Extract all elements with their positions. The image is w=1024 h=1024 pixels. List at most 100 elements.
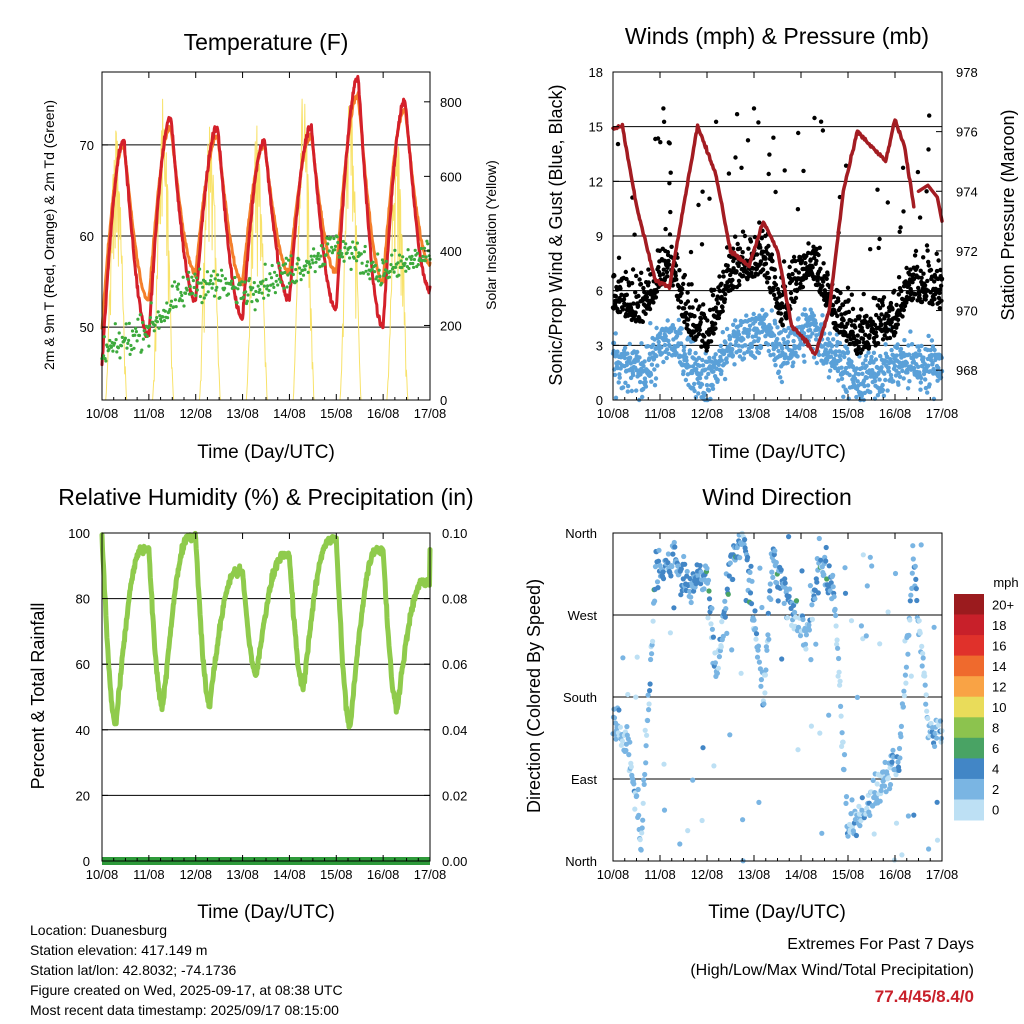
wind-speed-point <box>770 343 776 348</box>
dewpoint-point <box>408 261 413 266</box>
dewpoint-point <box>176 287 180 291</box>
temperature-ylabel-right: Solar Insolation (Yellow) <box>483 160 499 310</box>
wind-speed-point <box>635 349 640 355</box>
wind-gust-point <box>867 333 872 338</box>
dewpoint-point <box>108 338 112 343</box>
wind-direction-point <box>909 570 915 576</box>
dewpoint-point <box>251 286 255 290</box>
dewpoint-point <box>102 354 106 358</box>
dewpoint-point <box>380 281 384 285</box>
temperature-xtick-label: 13/08 <box>226 406 259 421</box>
wind-gust-point <box>874 333 879 339</box>
wind-speed-point <box>868 389 873 395</box>
wind-gust-point <box>763 256 768 261</box>
wind-speed-point <box>905 386 911 391</box>
wind-speed-point <box>690 370 695 376</box>
wind-gust-point <box>895 322 900 327</box>
wind-direction-point <box>649 651 655 657</box>
wind-direction-point <box>749 578 755 584</box>
dewpoint-point <box>399 259 403 263</box>
dewpoint-point <box>155 320 159 324</box>
dewpoint-point <box>192 285 196 290</box>
wind-speed-point <box>692 381 697 387</box>
wind-gust-point <box>757 220 762 225</box>
dewpoint-point <box>137 333 142 338</box>
wind-direction-point <box>830 584 836 590</box>
wind-gust-point <box>793 295 799 301</box>
wind-direction-point <box>687 588 693 595</box>
winds-y2tick-label: 976 <box>956 125 978 140</box>
dewpoint-point <box>393 248 397 252</box>
winds-ytick-label: 18 <box>589 65 603 80</box>
wind-gust-point <box>644 294 649 300</box>
dewpoint-point <box>169 299 174 303</box>
wind-gust-point <box>712 287 717 293</box>
wind-direction-point <box>701 586 707 592</box>
wind-speed-point <box>652 367 657 372</box>
wind-direction-point <box>726 573 732 579</box>
wind-speed-point <box>744 313 749 318</box>
dewpoint-point <box>208 282 212 286</box>
wind-direction-point <box>767 581 773 587</box>
wind-gust-point <box>815 278 820 283</box>
temperature-y2tick-label: 200 <box>440 318 462 333</box>
wind-speed-point <box>888 372 894 378</box>
wind-speed-point <box>917 348 922 353</box>
dewpoint-point <box>204 293 208 297</box>
dewpoint-point <box>278 266 282 270</box>
dewpoint-point <box>201 285 205 289</box>
wind-direction-point <box>752 608 758 614</box>
winds-y2tick-label: 974 <box>956 184 978 199</box>
wind-speed-point <box>622 345 628 351</box>
winds-xtick-label: 13/08 <box>738 406 771 421</box>
wind-direction-point <box>841 767 847 773</box>
wind-speed-point <box>749 350 754 355</box>
wind-gust-point <box>904 265 909 271</box>
dewpoint-point <box>263 262 267 266</box>
wind-speed-point <box>736 332 742 337</box>
wind-speed-point <box>683 377 689 383</box>
wind-direction-point <box>655 585 661 591</box>
wind-gust-point <box>917 215 923 220</box>
wind-speed-point <box>845 349 851 355</box>
wind-direction-point <box>795 747 801 753</box>
wind-direction-point <box>667 630 674 636</box>
wind-direction-point <box>644 732 650 738</box>
wind-gust-point <box>937 287 943 292</box>
dewpoint-point <box>394 265 398 269</box>
wind-speed-point <box>880 387 886 393</box>
dewpoint-point <box>326 242 330 246</box>
dewpoint-point <box>319 244 323 248</box>
wind-speed-point <box>833 349 839 354</box>
wind-speed-point <box>724 360 729 365</box>
wind-direction-point <box>637 837 643 843</box>
wind-direction-point <box>756 799 762 806</box>
dewpoint-point <box>115 350 119 354</box>
wind-speed-point <box>703 367 708 372</box>
wind-direction-point <box>890 747 896 753</box>
wind-direction-point <box>704 565 710 572</box>
wind-speed-point <box>738 348 743 353</box>
dewpoint-point <box>303 268 307 272</box>
dewpoint-point <box>182 304 186 308</box>
wind-gust-point <box>766 243 771 249</box>
wind-gust-point <box>710 293 716 298</box>
wind-gust-point <box>706 332 712 337</box>
wind-gust-point <box>766 171 771 177</box>
wind-gust-point <box>917 292 922 298</box>
wind-speed-point <box>864 375 869 380</box>
wind-gust-point <box>839 321 844 327</box>
wind-gust-point <box>793 258 798 264</box>
wind-speed-point <box>827 331 833 336</box>
wind-gust-point <box>910 280 915 285</box>
direction-ytick-label: East <box>571 772 597 787</box>
wind-direction-point <box>646 701 652 707</box>
wind-gust-point <box>633 290 638 295</box>
wind-gust-point <box>859 307 864 312</box>
wind-speed-point <box>838 353 843 358</box>
wind-speed-point <box>649 362 655 367</box>
wind-speed-point <box>716 362 721 367</box>
dewpoint-point <box>119 344 124 348</box>
wind-direction-point <box>742 537 748 543</box>
wind-direction-point <box>906 632 912 639</box>
